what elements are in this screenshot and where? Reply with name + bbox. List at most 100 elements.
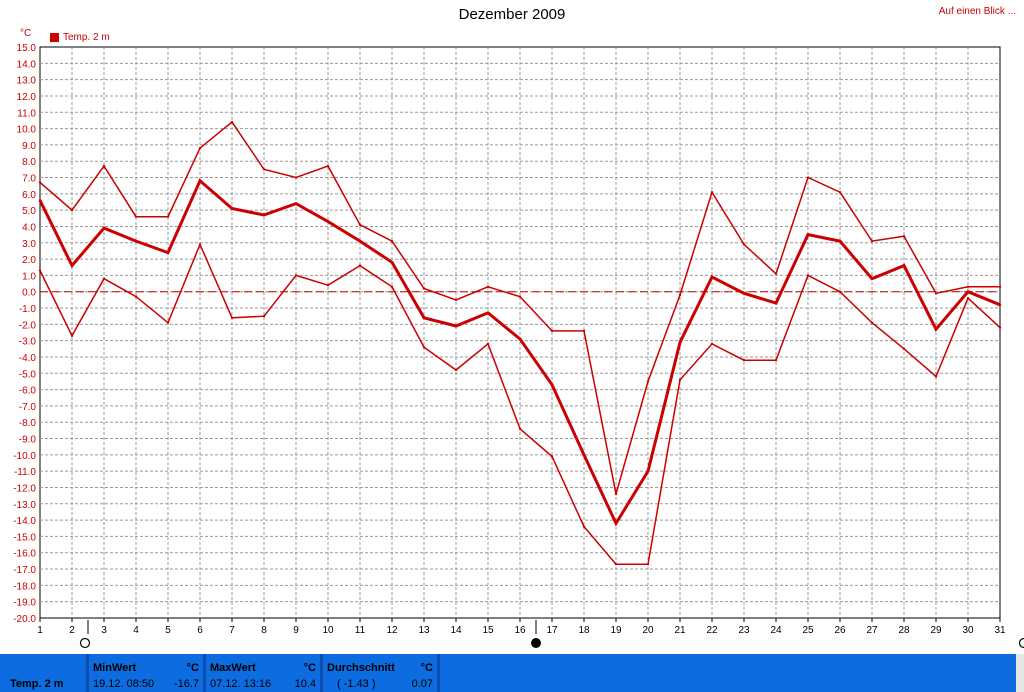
y-tick-label: -14.0	[13, 516, 36, 527]
data-point-max	[70, 208, 74, 212]
x-tick-label: 27	[866, 625, 878, 636]
y-tick-label: -12.0	[13, 483, 36, 494]
y-tick-label: -10.0	[13, 451, 36, 462]
x-tick-label: 25	[802, 625, 814, 636]
y-tick-label: -15.0	[13, 532, 36, 543]
y-tick-label: -1.0	[19, 304, 37, 315]
avg-header: Durchschnitt	[327, 662, 395, 674]
temperature-chart: 15.014.013.012.011.010.09.08.07.06.05.04…	[13, 43, 1024, 649]
data-point-min	[614, 562, 618, 566]
x-tick-label: 2	[69, 625, 75, 636]
y-tick-label: 1.0	[22, 271, 36, 282]
statusbar: Temp. 2 m MinWert °C 19.12. 08:50 -16.7 …	[0, 654, 1024, 692]
data-point-max	[38, 181, 42, 184]
data-point-mean	[902, 264, 906, 267]
y-tick-label: 11.0	[17, 108, 36, 119]
data-point-max	[294, 176, 298, 179]
y-tick-label: -13.0	[13, 500, 36, 511]
data-point-min	[134, 295, 138, 298]
scrollbar-stub[interactable]	[1016, 654, 1024, 692]
data-point-mean	[198, 179, 202, 182]
data-point-min	[198, 243, 202, 246]
data-point-max	[518, 295, 522, 298]
min-header: MinWert	[93, 662, 137, 674]
x-tick-label: 24	[770, 625, 782, 636]
x-tick-label: 1	[37, 625, 43, 636]
y-tick-label: -9.0	[19, 435, 37, 446]
data-point-max	[230, 120, 234, 124]
y-tick-label: -20.0	[13, 614, 36, 625]
legend-label: Temp. 2 m	[63, 32, 110, 43]
data-point-max	[550, 329, 554, 333]
data-point-min	[646, 562, 650, 566]
data-point-min	[934, 375, 938, 378]
data-point-mean	[358, 239, 362, 243]
data-point-max	[806, 176, 810, 179]
open-circle-icon	[79, 637, 91, 649]
y-tick-label: -2.0	[19, 320, 37, 331]
overview-link[interactable]: Auf einen Blick ...	[938, 6, 1016, 17]
statusbar-max: MaxWert °C 07.12. 13:16 10.4	[206, 654, 320, 692]
y-tick-label: -4.0	[19, 353, 37, 364]
y-tick-label: 13.0	[17, 76, 37, 87]
data-point-max	[422, 287, 426, 290]
x-tick-label: 13	[418, 625, 430, 636]
data-point-min	[678, 378, 682, 382]
data-point-mean	[742, 292, 746, 295]
max-unit: °C	[303, 662, 316, 674]
chart-title: Dezember 2009	[458, 6, 566, 23]
data-point-mean	[678, 341, 682, 344]
data-point-min	[390, 285, 394, 289]
legend[interactable]: Temp. 2 m	[50, 32, 110, 43]
data-point-mean	[102, 226, 106, 230]
max-header: MaxWert	[210, 662, 256, 674]
y-tick-label: -18.0	[13, 581, 36, 592]
y-tick-label: 5.0	[22, 206, 36, 217]
data-point-min	[38, 269, 42, 272]
data-point-max	[326, 164, 330, 168]
data-point-max	[454, 298, 458, 302]
data-point-min	[582, 525, 586, 528]
data-point-min	[454, 368, 458, 372]
data-point-mean	[518, 337, 522, 341]
x-tick-label: 5	[165, 625, 171, 636]
data-point-max	[774, 272, 778, 275]
x-tick-label: 7	[229, 625, 235, 636]
data-point-max	[902, 235, 906, 238]
data-point-min	[998, 326, 1002, 329]
data-point-mean	[614, 522, 618, 525]
y-tick-label: 9.0	[22, 141, 36, 152]
statusbar-series: Temp. 2 m	[0, 654, 86, 692]
data-point-mean	[838, 239, 842, 243]
data-point-max	[678, 293, 682, 297]
data-point-min	[230, 316, 234, 320]
data-point-mean	[774, 301, 778, 305]
y-tick-label: -19.0	[13, 598, 36, 609]
y-tick-label: -11.0	[14, 467, 36, 478]
data-point-mean	[870, 277, 874, 280]
x-tick-label: 23	[738, 625, 750, 636]
data-point-max	[966, 285, 970, 289]
data-point-mean	[422, 316, 426, 320]
y-tick-label: -16.0	[13, 549, 36, 560]
data-point-mean	[38, 199, 42, 202]
data-point-min	[870, 321, 874, 324]
y-tick-label: -3.0	[19, 337, 37, 348]
y-tick-label: 6.0	[22, 190, 36, 201]
y-tick-label: 2.0	[22, 255, 36, 266]
data-point-mean	[646, 469, 650, 473]
data-point-min	[966, 297, 970, 300]
min-value: -16.7	[173, 678, 199, 690]
avg-value: 0.07	[411, 678, 433, 690]
legend-swatch	[50, 33, 59, 42]
y-tick-label: 10.0	[17, 125, 37, 136]
statusbar-divider	[437, 654, 440, 692]
data-point-max	[934, 292, 938, 295]
x-tick-label: 8	[261, 625, 267, 636]
data-point-min	[710, 342, 714, 346]
statusbar-divider	[203, 654, 206, 692]
data-point-mean	[582, 453, 586, 457]
statusbar-series-label: Temp. 2 m	[10, 678, 64, 690]
max-value: 10.4	[294, 678, 316, 690]
data-point-min	[902, 347, 906, 351]
